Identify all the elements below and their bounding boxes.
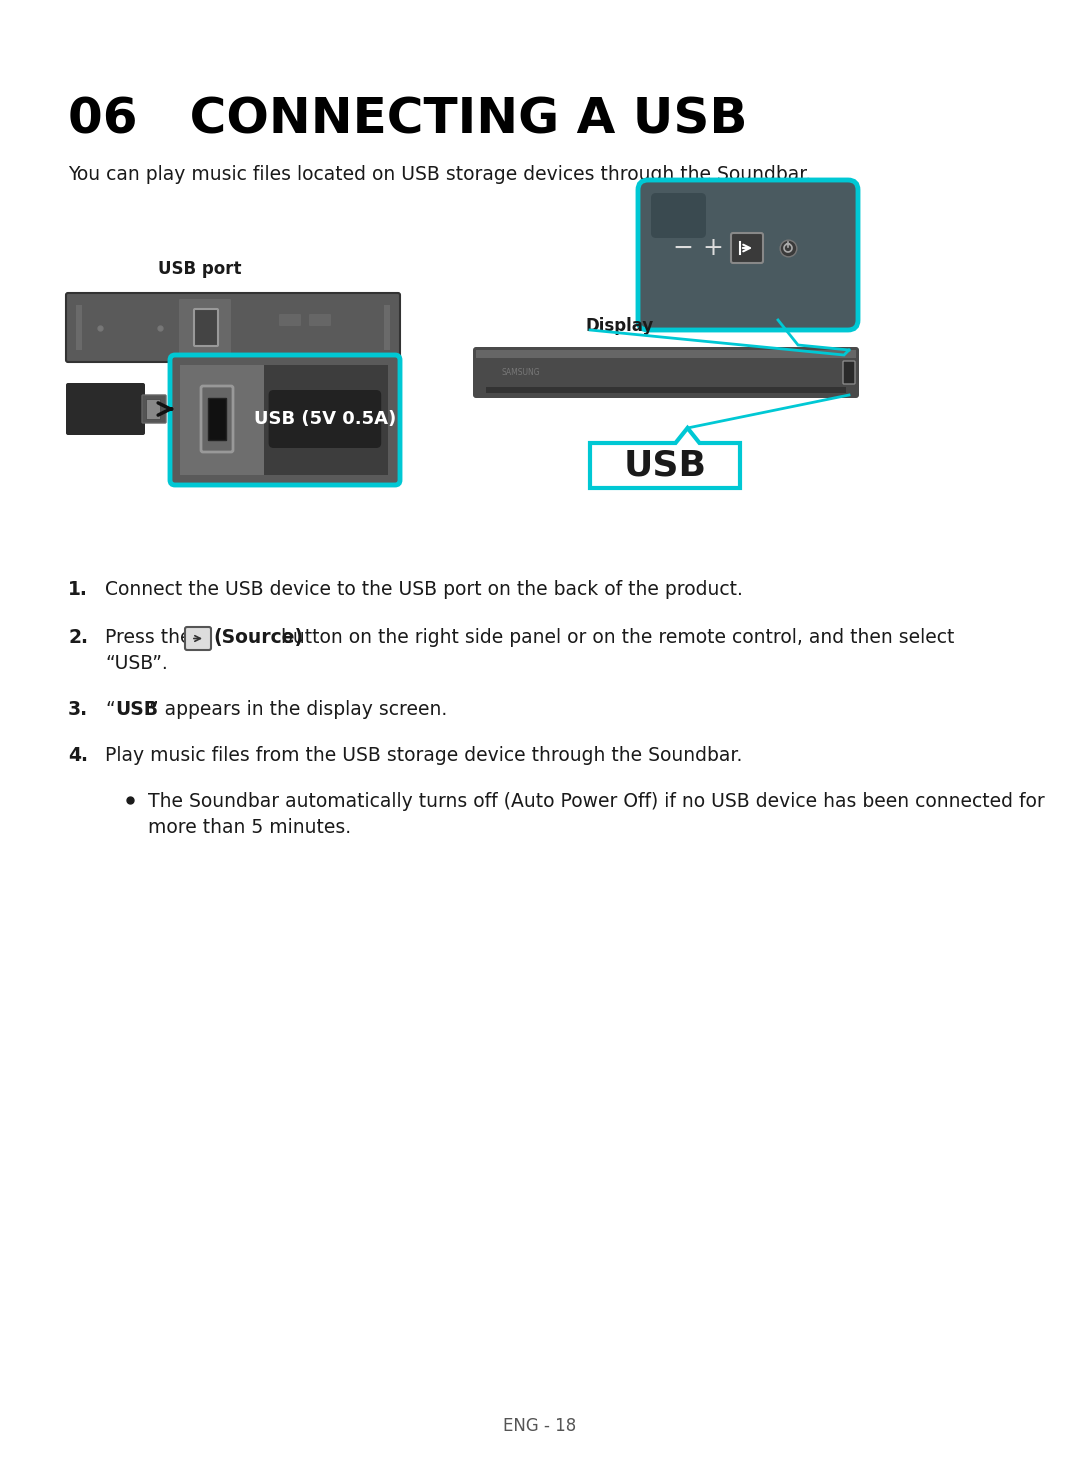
Text: Play music files from the USB storage device through the Soundbar.: Play music files from the USB storage de…: [105, 745, 742, 765]
FancyBboxPatch shape: [264, 365, 388, 475]
Text: USB: USB: [623, 448, 706, 482]
FancyBboxPatch shape: [170, 355, 400, 485]
Text: 4.: 4.: [68, 745, 87, 765]
FancyBboxPatch shape: [279, 314, 301, 325]
FancyBboxPatch shape: [269, 390, 381, 448]
FancyBboxPatch shape: [731, 234, 762, 263]
Text: Connect the USB device to the USB port on the back of the product.: Connect the USB device to the USB port o…: [105, 580, 743, 599]
Text: (Source): (Source): [213, 629, 303, 646]
Text: 06   CONNECTING A USB: 06 CONNECTING A USB: [68, 95, 747, 143]
FancyBboxPatch shape: [141, 395, 166, 423]
FancyBboxPatch shape: [66, 383, 145, 435]
Text: You can play music files located on USB storage devices through the Soundbar.: You can play music files located on USB …: [68, 166, 811, 183]
Text: SAMSUNG: SAMSUNG: [501, 368, 540, 377]
FancyBboxPatch shape: [179, 299, 231, 356]
FancyBboxPatch shape: [384, 305, 390, 351]
FancyBboxPatch shape: [651, 192, 706, 238]
Text: USB port: USB port: [159, 260, 242, 278]
Polygon shape: [590, 427, 740, 488]
FancyBboxPatch shape: [486, 387, 846, 393]
Text: USB (5V 0.5A): USB (5V 0.5A): [254, 410, 396, 427]
Text: Display: Display: [585, 317, 654, 336]
Text: button on the right side panel or on the remote control, and then select: button on the right side panel or on the…: [281, 629, 955, 646]
FancyBboxPatch shape: [146, 399, 160, 419]
Text: “USB”.: “USB”.: [105, 654, 167, 673]
FancyBboxPatch shape: [309, 314, 330, 325]
FancyBboxPatch shape: [76, 305, 82, 351]
Text: 1.: 1.: [68, 580, 87, 599]
Text: The Soundbar automatically turns off (Auto Power Off) if no USB device has been : The Soundbar automatically turns off (Au…: [148, 791, 1044, 810]
Text: ENG - 18: ENG - 18: [503, 1417, 577, 1435]
FancyBboxPatch shape: [638, 180, 858, 330]
FancyBboxPatch shape: [473, 348, 859, 398]
Text: 3.: 3.: [68, 700, 89, 719]
FancyBboxPatch shape: [476, 351, 856, 358]
Text: “: “: [105, 700, 114, 719]
Text: +: +: [703, 237, 724, 260]
Polygon shape: [188, 359, 218, 390]
FancyBboxPatch shape: [208, 398, 226, 439]
FancyBboxPatch shape: [66, 293, 400, 362]
FancyBboxPatch shape: [201, 386, 233, 453]
FancyBboxPatch shape: [185, 627, 211, 649]
Text: −: −: [673, 237, 693, 260]
Text: USB: USB: [114, 700, 158, 719]
FancyBboxPatch shape: [843, 361, 855, 385]
Text: more than 5 minutes.: more than 5 minutes.: [148, 818, 351, 837]
Text: 2.: 2.: [68, 629, 87, 646]
FancyBboxPatch shape: [180, 365, 264, 475]
FancyBboxPatch shape: [194, 309, 218, 346]
Text: ” appears in the display screen.: ” appears in the display screen.: [149, 700, 447, 719]
Text: Press the: Press the: [105, 629, 198, 646]
